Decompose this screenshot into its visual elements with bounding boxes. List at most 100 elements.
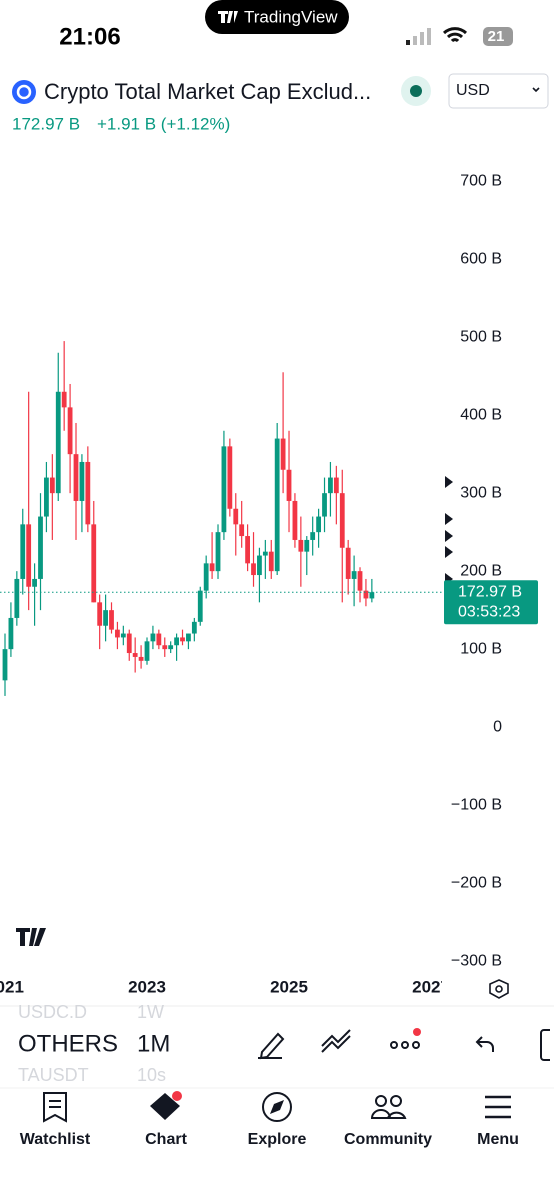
watchlist-icon[interactable] xyxy=(43,1092,67,1123)
interval-prev[interactable]: 1W xyxy=(137,1002,164,1022)
candle-body xyxy=(328,477,333,494)
layout-icon[interactable] xyxy=(540,1029,550,1061)
menu-icon[interactable] xyxy=(485,1095,511,1119)
explore-icon[interactable] xyxy=(262,1092,292,1122)
y-tick-label: 200 B xyxy=(460,562,502,579)
candle-body xyxy=(262,551,268,556)
candle-body xyxy=(310,532,316,540)
x-tick-label: 2027 xyxy=(412,977,450,996)
candle-body xyxy=(14,578,20,618)
y-tick-label: 600 B xyxy=(460,250,502,267)
candle-body xyxy=(245,536,250,564)
chart-icon[interactable] xyxy=(150,1093,180,1120)
candle-body xyxy=(174,637,179,646)
wifi-icon xyxy=(442,27,468,43)
candle-body xyxy=(186,633,191,642)
x-tick-label: 2025 xyxy=(270,977,308,996)
candle-body xyxy=(61,391,67,408)
candle-body xyxy=(298,539,304,552)
candle-body xyxy=(109,610,114,630)
candle-body xyxy=(280,438,286,470)
nav-label[interactable]: Watchlist xyxy=(20,1131,91,1148)
price-change: +1.91 B (+1.12%) xyxy=(97,114,230,133)
candle-body xyxy=(292,500,298,540)
y-tick-label: 700 B xyxy=(460,172,502,189)
undo-icon[interactable] xyxy=(475,1036,494,1052)
candle-body xyxy=(268,551,274,572)
candle-body xyxy=(215,532,221,572)
plot xyxy=(2,341,375,696)
candle-body xyxy=(55,391,61,494)
candle-body xyxy=(150,633,156,642)
candle-body xyxy=(8,617,14,650)
price: 172.97 B xyxy=(12,114,80,133)
y-tick-label: 400 B xyxy=(460,406,502,423)
symbol-prev[interactable]: USDC.D xyxy=(18,1002,87,1022)
more-icon[interactable] xyxy=(390,1028,421,1049)
symbol-title[interactable]: Crypto Total Market Cap Exclud... xyxy=(44,79,371,104)
signal-icon xyxy=(406,28,431,45)
nav-label[interactable]: Community xyxy=(344,1131,432,1148)
battery-level: 21 xyxy=(488,28,505,45)
banner-text: TradingView xyxy=(244,7,338,26)
nav-label[interactable]: Chart xyxy=(145,1131,187,1148)
candle-body xyxy=(26,524,32,587)
symbol-icon-glyph xyxy=(16,84,32,100)
interval-current[interactable]: 1M xyxy=(137,1030,170,1057)
candle-body xyxy=(138,656,144,661)
candle-body xyxy=(233,508,239,525)
candle-body xyxy=(339,493,345,548)
indicators-icon[interactable] xyxy=(321,1029,351,1053)
status-time: 21:06 xyxy=(59,23,120,50)
candle-body xyxy=(97,602,103,626)
last-price-label: 172.97 B xyxy=(458,583,522,600)
candle-body xyxy=(103,610,108,626)
explore-needle xyxy=(270,1100,284,1114)
settings-icon[interactable] xyxy=(489,979,509,999)
candle-body xyxy=(85,461,91,525)
chevron xyxy=(532,87,540,93)
countdown: 03:53:23 xyxy=(458,603,520,620)
y-tick-label: 0 xyxy=(493,718,502,735)
candle-body xyxy=(144,641,150,661)
candle-body xyxy=(120,633,126,638)
nav-label[interactable]: Menu xyxy=(477,1131,519,1148)
candle-body xyxy=(274,438,280,572)
y-tick-label: 300 B xyxy=(460,484,502,501)
candle-body xyxy=(257,555,262,576)
last-price-box xyxy=(444,580,538,625)
candle-body xyxy=(221,446,227,533)
community-icon[interactable] xyxy=(370,1095,407,1119)
candle-body xyxy=(191,621,197,634)
x-tick-label: 2021 xyxy=(0,977,24,996)
candle-body xyxy=(20,524,26,579)
y-tick-label: −100 B xyxy=(451,796,502,813)
battery xyxy=(483,27,513,46)
candle-body xyxy=(38,516,43,579)
y-tick-label: 500 B xyxy=(460,328,502,345)
currency-select[interactable] xyxy=(448,73,549,109)
candle-body xyxy=(126,633,132,654)
candle-body xyxy=(322,493,327,517)
candle-body xyxy=(91,524,97,603)
nav-label[interactable]: Explore xyxy=(248,1131,307,1148)
candle-body xyxy=(357,571,363,591)
candle-body xyxy=(345,547,351,579)
candle-body xyxy=(209,563,215,572)
draw-icon[interactable] xyxy=(258,1032,285,1060)
symbol-icon xyxy=(12,80,36,104)
candle-body xyxy=(227,446,233,509)
interval-next[interactable]: 10s xyxy=(137,1065,166,1085)
scale-markers xyxy=(445,476,453,585)
symbol-next[interactable]: TAUSDT xyxy=(18,1065,89,1085)
chart-badge xyxy=(172,1091,182,1101)
y-tick-label: −200 B xyxy=(451,874,502,891)
candle-body xyxy=(67,407,73,455)
candle-body xyxy=(156,633,162,646)
candle-body xyxy=(115,629,120,638)
watermark-logo xyxy=(16,928,46,946)
market-status-dot xyxy=(410,85,422,97)
candle-body xyxy=(132,653,138,657)
symbol-current[interactable]: OTHERS xyxy=(18,1030,118,1057)
